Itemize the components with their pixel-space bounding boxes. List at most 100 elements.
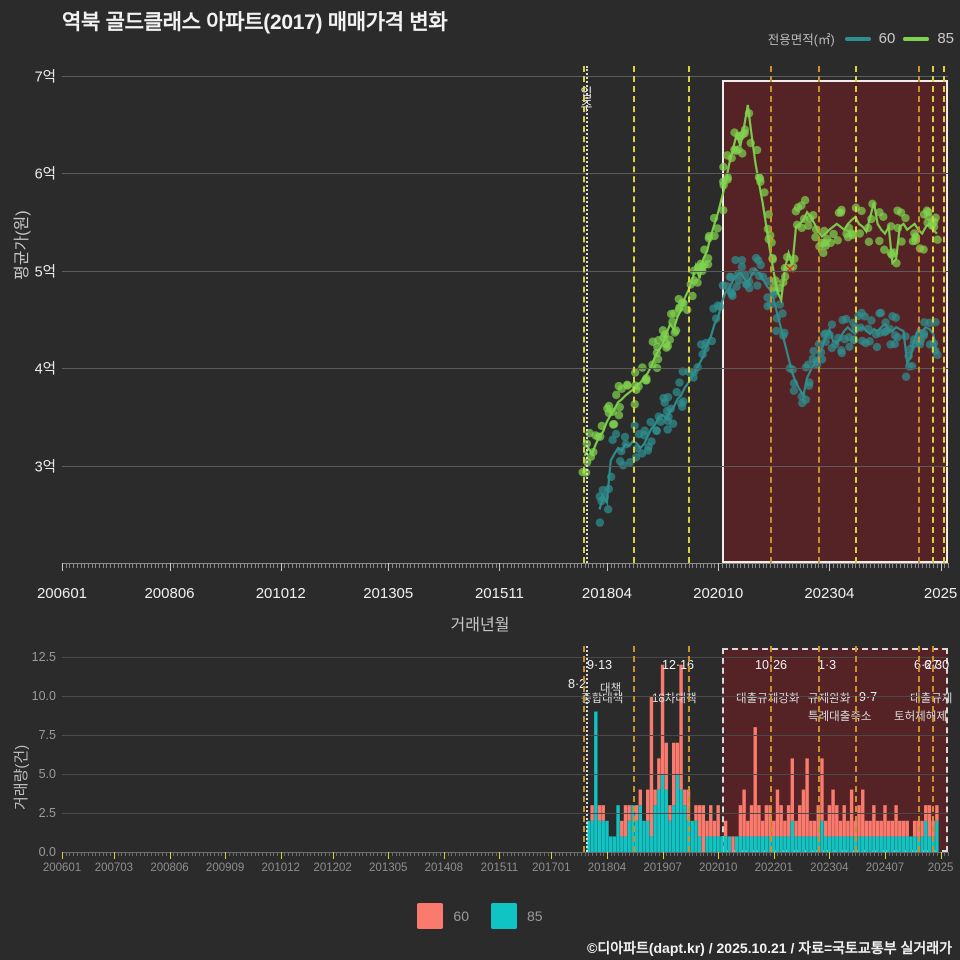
price-data-point — [603, 505, 613, 514]
price-data-point — [933, 235, 942, 244]
price-x-tick-label: 2025 — [923, 585, 958, 602]
price-data-point — [731, 255, 740, 265]
volume-bar-60 — [842, 805, 846, 837]
volume-y-tick-label: 0.0 — [38, 845, 56, 859]
volume-bar-85 — [601, 820, 605, 852]
volume-bar-60 — [790, 758, 795, 821]
volume-bar-60 — [875, 820, 880, 837]
price-event-line — [688, 66, 690, 563]
volume-bar-85 — [586, 820, 591, 852]
volume-bar-60 — [920, 820, 924, 837]
volume-bar-85 — [664, 789, 668, 852]
volume-bar-85 — [898, 836, 902, 852]
volume-bar-85 — [868, 836, 872, 852]
volume-event-line — [688, 646, 690, 852]
legend-top-label-85: 85 — [937, 30, 954, 47]
price-data-point — [595, 518, 605, 527]
volume-bar-60 — [675, 742, 680, 774]
volume-bar-85 — [620, 836, 624, 852]
legend-bottom-item-85: 85 — [491, 903, 543, 929]
volume-bar-60 — [649, 695, 654, 837]
legend-bottom: 60 85 — [0, 903, 960, 929]
volume-bar-85 — [594, 711, 598, 852]
price-x-tick-label: 201804 — [581, 585, 632, 602]
volume-bar-85 — [738, 836, 743, 852]
volume-bar-60 — [646, 789, 650, 821]
price-data-point — [738, 149, 747, 158]
price-data-point — [933, 350, 942, 360]
price-data-point — [737, 255, 747, 265]
volume-bar-85 — [812, 836, 817, 852]
legend-top-swatch-60 — [844, 36, 871, 41]
volume-x-tick-label: 201701 — [532, 862, 571, 874]
legend-bottom-label-60: 60 — [453, 908, 469, 924]
volume-bar-60 — [638, 789, 643, 806]
price-data-point — [811, 233, 820, 242]
volume-bar-60 — [705, 820, 709, 837]
price-event-line — [855, 66, 857, 563]
price-data-point — [623, 381, 632, 390]
price-data-point — [675, 378, 684, 387]
volume-bar-85 — [597, 820, 602, 852]
price-data-point — [901, 372, 911, 381]
volume-bar-85 — [631, 805, 635, 852]
volume-bar-85 — [801, 836, 806, 852]
price-data-point — [822, 234, 832, 244]
volume-bar-85 — [638, 805, 643, 852]
legend-top-swatch-85 — [903, 36, 930, 41]
volume-y-tick-label: 12.5 — [31, 649, 56, 664]
price-data-point — [665, 335, 675, 344]
price-x-tick-label: 200806 — [144, 585, 195, 602]
volume-bar-85 — [798, 836, 802, 852]
volume-bar-85 — [746, 836, 750, 852]
price-data-point — [848, 230, 857, 240]
volume-bar-85 — [683, 805, 687, 852]
volume-x-tick-label: 200909 — [205, 862, 245, 874]
volume-bar-60 — [868, 820, 872, 837]
volume-bar-85 — [775, 836, 780, 852]
volume-bar-85 — [920, 836, 924, 852]
volume-bar-60 — [805, 758, 809, 837]
price-gridline — [62, 270, 948, 272]
volume-x-tick-label: 201202 — [313, 862, 352, 874]
volume-y-axis-title: 거래량(건) — [13, 744, 30, 810]
legend-top-title: 전용면적(㎡) — [767, 33, 835, 47]
price-data-point — [789, 386, 799, 395]
volume-bar-60 — [894, 805, 898, 837]
volume-bar-60 — [846, 820, 850, 837]
volume-bar-85 — [820, 820, 824, 852]
price-data-point — [614, 411, 624, 420]
volume-bar-85 — [909, 836, 913, 852]
volume-highlight-box — [722, 648, 948, 852]
price-data-point — [612, 390, 621, 400]
volume-gridline — [62, 812, 948, 814]
volume-event-line — [932, 646, 934, 852]
legend-bottom-label-85: 85 — [527, 908, 543, 924]
volume-y-tick-label: 7.5 — [38, 727, 56, 742]
volume-bar-60 — [723, 820, 728, 837]
volume-bar-60 — [679, 664, 683, 790]
volume-bar-60 — [872, 805, 876, 837]
volume-x-tick-label: 201408 — [424, 862, 464, 874]
volume-bar-85 — [935, 820, 939, 852]
volume-bar-85 — [623, 836, 628, 852]
volume-bar-60 — [864, 820, 869, 837]
volume-bar-85 — [616, 805, 620, 852]
volume-bar-85 — [849, 836, 854, 852]
legend-bottom-item-60: 60 — [417, 903, 469, 929]
price-data-point — [829, 229, 838, 239]
price-data-point — [652, 426, 661, 435]
volume-x-tick-label: 202304 — [810, 862, 849, 874]
price-x-tick-label: 202304 — [804, 585, 855, 602]
price-data-point — [876, 308, 886, 318]
price-data-point — [803, 360, 813, 369]
volume-bar-85 — [912, 836, 917, 852]
volume-chart-plot-area: 대책 8·2 9·13 종합대책 12·16 18차대책 10·26 대출규제강… — [32, 646, 952, 859]
price-gridline — [62, 465, 948, 467]
volume-bar-85 — [612, 836, 617, 852]
volume-bars-svg — [586, 664, 939, 852]
price-y-tick-label: 6억 — [34, 166, 56, 183]
volume-bar-85 — [642, 820, 646, 852]
volume-bar-60 — [716, 805, 720, 837]
price-x-tick-label: 200601 — [36, 585, 88, 602]
